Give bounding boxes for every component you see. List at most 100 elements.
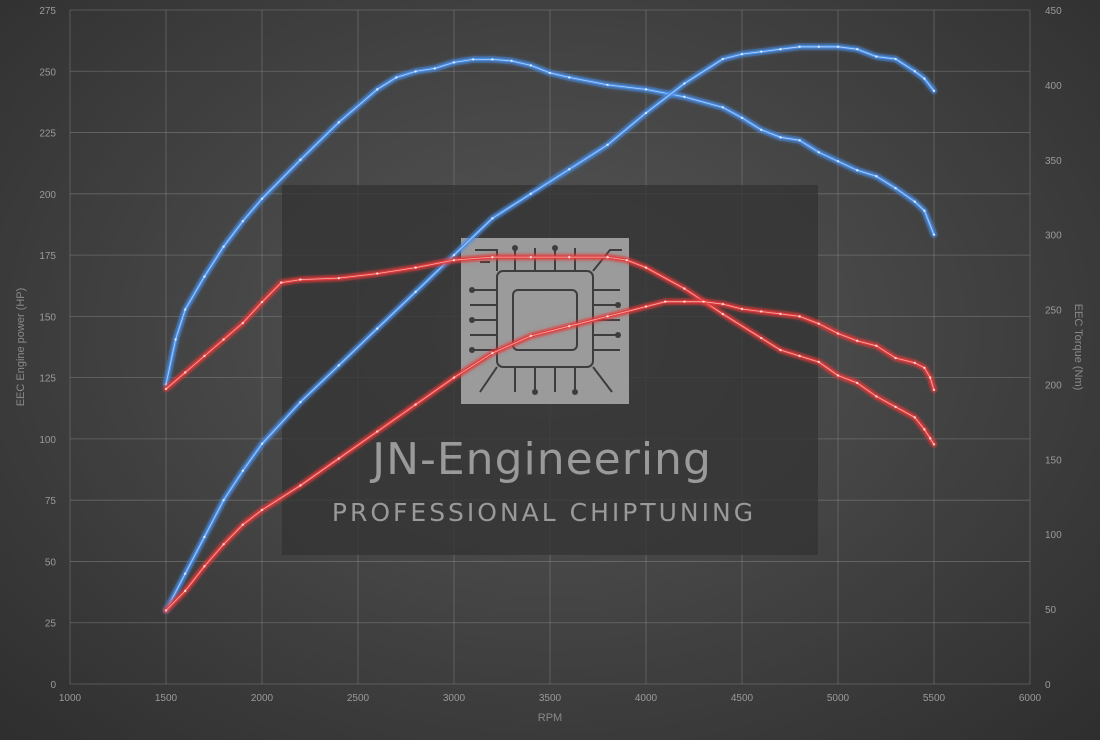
data-point [817, 360, 820, 364]
data-point [452, 253, 456, 257]
data-point [529, 255, 532, 259]
data-point [817, 151, 820, 154]
data-point [798, 315, 801, 318]
data-point [721, 106, 724, 109]
right-tick-label: 100 [1045, 530, 1062, 541]
x-tick-label: 4500 [731, 693, 754, 704]
data-point [683, 300, 686, 303]
data-point [568, 168, 571, 171]
data-point [894, 187, 897, 190]
data-point [875, 55, 878, 58]
data-point [548, 71, 552, 75]
data-point [721, 57, 724, 61]
data-point [376, 327, 379, 330]
right-tick-label: 400 [1045, 81, 1062, 92]
data-point [721, 302, 724, 306]
data-point [683, 287, 686, 290]
data-point [299, 158, 302, 161]
data-point [923, 209, 926, 212]
data-point [203, 535, 206, 539]
data-point [529, 192, 532, 196]
data-point [241, 523, 244, 526]
right-tick-label: 150 [1045, 455, 1062, 466]
data-point [241, 321, 244, 325]
data-point [299, 400, 302, 404]
data-point [260, 442, 264, 446]
data-point [928, 376, 932, 379]
data-point [836, 374, 840, 377]
data-point [798, 45, 801, 48]
data-point [491, 255, 494, 259]
data-point [779, 48, 782, 51]
data-point [184, 589, 187, 593]
data-point [644, 266, 648, 269]
data-point [817, 45, 820, 48]
watermark-subtitle: PROFESSIONAL CHIPTUNING [332, 498, 756, 527]
data-point [203, 354, 206, 358]
data-point [568, 324, 571, 328]
right-axis-ticks: 0 50 100 150 200 250 300 350 400 450 [1045, 6, 1062, 691]
data-point [260, 508, 264, 512]
data-point [760, 50, 763, 53]
data-point [568, 255, 571, 259]
data-point [414, 266, 417, 269]
data-point [414, 70, 417, 73]
data-point [472, 58, 475, 61]
data-point [856, 381, 859, 385]
right-tick-label: 450 [1045, 6, 1062, 17]
data-point [683, 82, 686, 85]
right-tick-label: 350 [1045, 156, 1062, 167]
data-point [894, 57, 897, 61]
data-point [779, 312, 782, 316]
watermark: JN-Engineering PROFESSIONAL CHIPTUNING [282, 185, 818, 555]
data-point [798, 354, 801, 358]
data-point [644, 88, 648, 91]
data-point [222, 338, 225, 341]
series-lines [162, 43, 938, 614]
left-tick-label: 175 [39, 251, 56, 262]
data-point [740, 116, 744, 120]
left-axis-ticks: 0 25 50 75 100 125 150 175 200 225 250 275 [39, 6, 56, 691]
x-tick-label: 2500 [347, 693, 370, 704]
data-point [376, 272, 379, 275]
data-point [337, 276, 340, 280]
data-point [299, 278, 302, 281]
data-point [376, 88, 379, 91]
data-point [510, 59, 513, 63]
data-point [798, 139, 801, 142]
data-point [174, 338, 177, 341]
data-point [760, 128, 763, 132]
data-point [875, 344, 878, 347]
right-axis-title: EEC Torque (Nm) [1072, 304, 1084, 391]
data-point [222, 245, 225, 248]
data-point [836, 45, 840, 48]
data-point [779, 348, 782, 352]
data-point [932, 388, 936, 392]
data-point [568, 76, 571, 79]
data-point [913, 70, 916, 73]
x-axis-ticks: 1000 1500 2000 2500 3000 3500 4000 4500 5000 5500… [59, 693, 1042, 704]
data-point [222, 543, 225, 546]
x-tick-label: 1500 [155, 693, 178, 704]
data-point [923, 428, 926, 431]
data-point [779, 136, 782, 139]
data-point [702, 300, 705, 303]
data-point [932, 233, 936, 236]
left-tick-label: 200 [39, 190, 56, 201]
data-point [664, 300, 667, 303]
data-point [817, 322, 820, 325]
data-point [740, 52, 744, 56]
left-tick-label: 125 [39, 374, 56, 385]
data-point [184, 371, 187, 374]
left-axis-title: EEC Engine power (HP) [15, 288, 27, 407]
x-tick-label: 3500 [539, 693, 562, 704]
data-point [395, 76, 398, 79]
data-point [923, 366, 926, 370]
data-point [452, 258, 456, 262]
data-point [721, 312, 724, 316]
data-point [856, 169, 859, 172]
data-point [644, 305, 648, 308]
data-point [184, 308, 187, 311]
data-point [452, 61, 456, 64]
